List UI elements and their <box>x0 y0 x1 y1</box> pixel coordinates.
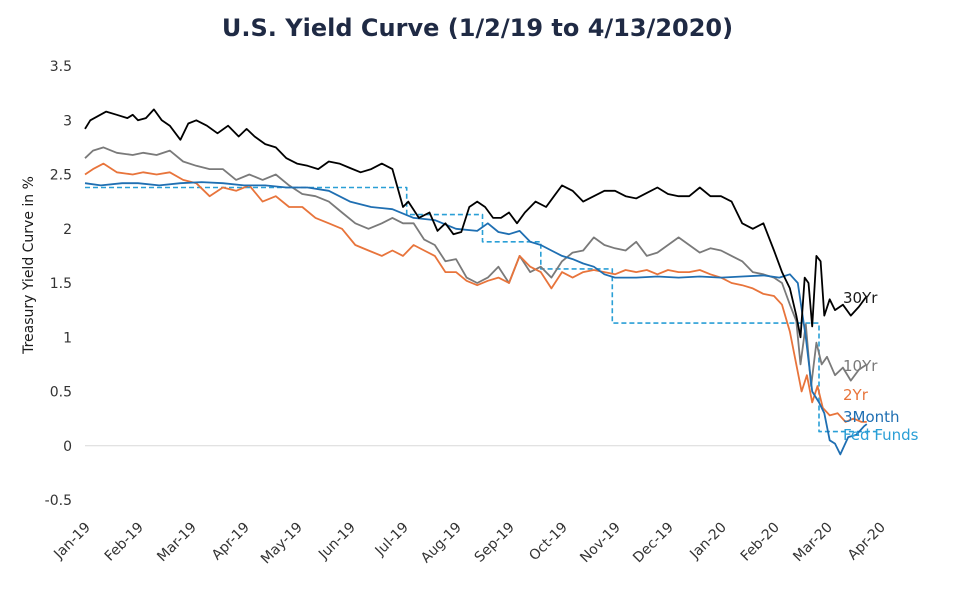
series-line-10yr <box>84 146 868 388</box>
series-label-2yr: 2Yr <box>843 386 869 404</box>
x-tick-label: Mar-20 <box>790 520 836 566</box>
x-tick-label: Apr-20 <box>845 520 889 564</box>
y-tick-label: 1.5 <box>50 276 72 292</box>
x-tick-label: Feb-20 <box>738 520 783 565</box>
series-line-fed-funds <box>85 186 878 433</box>
x-tick-label: Feb-19 <box>102 520 147 565</box>
x-tick-label: Aug-19 <box>418 520 465 567</box>
x-tick-label: Jul-19 <box>372 520 412 560</box>
x-tick-label: May-19 <box>258 520 306 568</box>
y-tick-label: 3 <box>63 113 72 129</box>
series-label-30yr: 30Yr <box>843 289 878 307</box>
x-tick-label: Jun-19 <box>315 520 359 564</box>
y-axis-ticks: 3.5 3 2.5 2 1.5 1 0.5 0 -0.5 <box>45 59 72 509</box>
series-line-30yr <box>84 108 868 339</box>
x-tick-label: Jan-19 <box>50 520 93 563</box>
series-label-3month: 3Month <box>843 408 900 426</box>
series-line-2yr <box>84 162 867 423</box>
x-tick-label: Oct-19 <box>526 520 571 565</box>
series-label-fed-funds: Fed Funds <box>843 426 919 444</box>
series-lines <box>84 108 878 456</box>
y-tick-label: 1 <box>63 330 72 346</box>
x-axis-ticks: Jan-19 Feb-19 Mar-19 Apr-19 May-19 Jun-19 Jul-… <box>50 520 888 568</box>
x-tick-label: Sep-19 <box>472 520 518 566</box>
y-axis-label: Treasury Yield Curve in % <box>21 176 37 355</box>
series-line-3month <box>84 181 868 456</box>
y-tick-label: -0.5 <box>45 493 72 509</box>
series-label-10yr: 10Yr <box>843 357 878 375</box>
y-tick-label: 2 <box>63 222 72 238</box>
x-tick-label: Jan-20 <box>686 520 729 563</box>
y-tick-label: 0.5 <box>50 385 72 401</box>
x-tick-label: Dec-19 <box>630 520 677 567</box>
y-tick-label: 3.5 <box>50 59 72 75</box>
chart-title: U.S. Yield Curve (1/2/19 to 4/13/2020) <box>221 14 734 42</box>
y-tick-label: 0 <box>63 439 72 455</box>
x-tick-label: Nov-19 <box>577 520 624 567</box>
x-tick-label: Mar-19 <box>154 520 200 566</box>
x-tick-label: Apr-19 <box>209 520 253 564</box>
y-tick-label: 2.5 <box>50 168 72 184</box>
